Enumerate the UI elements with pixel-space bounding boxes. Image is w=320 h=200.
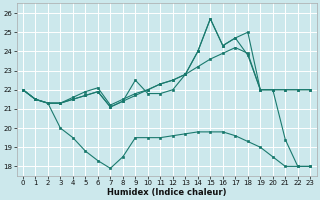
X-axis label: Humidex (Indice chaleur): Humidex (Indice chaleur) (107, 188, 226, 197)
